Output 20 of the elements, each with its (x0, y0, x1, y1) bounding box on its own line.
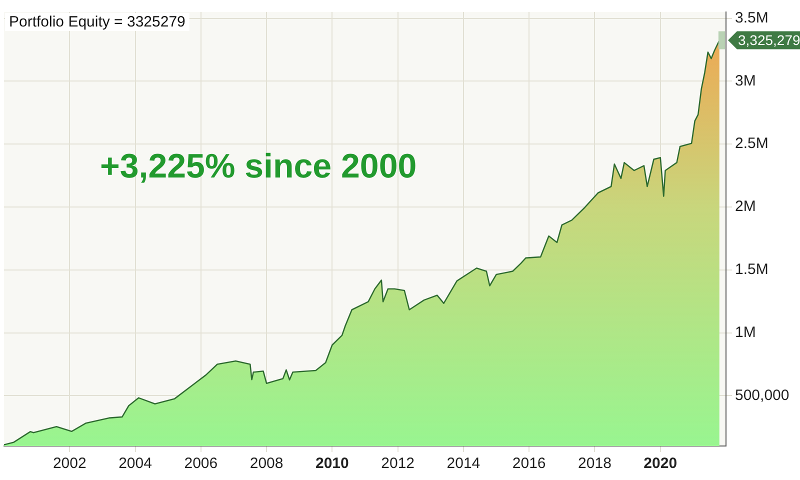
y-tick-label: 1.5M (735, 261, 768, 278)
y-tick-label: 2M (735, 198, 756, 216)
x-tick-label: 2018 (578, 455, 612, 472)
y-tick-label: 3.5M (735, 9, 768, 26)
x-tick-label: 2010 (315, 455, 349, 472)
y-tick-label: 500,000 (735, 386, 790, 404)
x-tick-label: 2012 (381, 455, 415, 472)
x-tick-label: 2008 (250, 455, 284, 472)
x-tick-label: 2020 (644, 455, 678, 472)
x-tick-label: 2006 (184, 455, 218, 472)
y-tick-label: 2.5M (735, 135, 768, 152)
x-tick-label: 2004 (118, 455, 152, 472)
chart-title: Portfolio Equity = 3325279 (9, 14, 186, 31)
x-tick-label: 2002 (52, 455, 86, 472)
y-tick-label: 3M (735, 72, 756, 90)
annotation: 3,325,279 (738, 32, 800, 48)
y-tick-label: 1M (735, 324, 756, 341)
x-tick-label: 2016 (512, 455, 546, 472)
x-tick-label: 2014 (446, 455, 480, 472)
annotation: +3,225% since 2000 (100, 147, 417, 186)
